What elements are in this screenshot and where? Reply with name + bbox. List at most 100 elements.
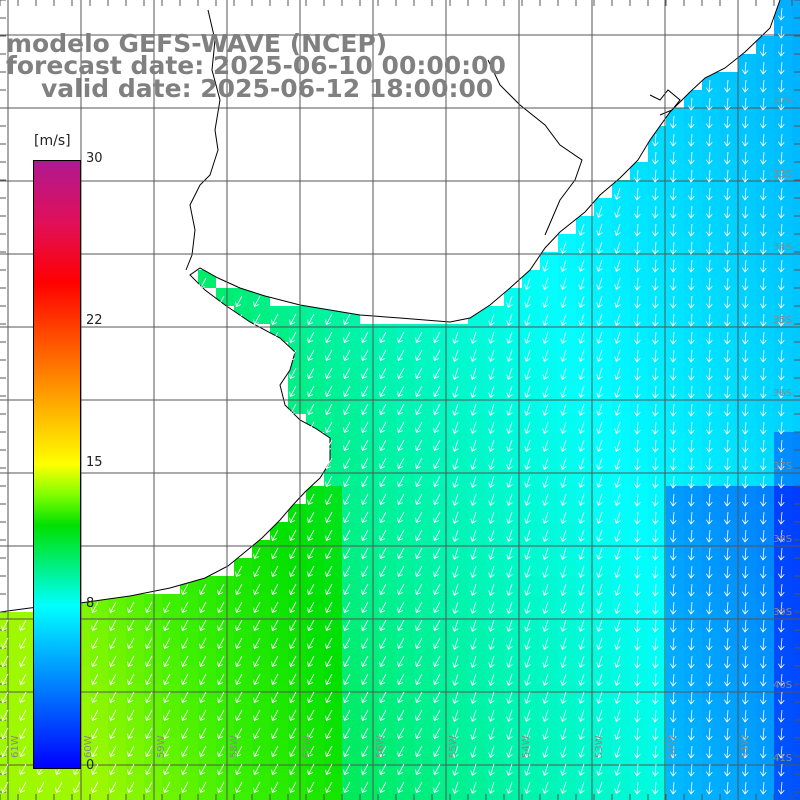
wind-speed-cell (612, 630, 630, 648)
wind-speed-cell (684, 234, 702, 252)
wind-speed-cell (504, 378, 522, 396)
wind-speed-cell (252, 720, 270, 738)
wind-arrow (633, 241, 641, 255)
wind-arrow (307, 637, 315, 650)
wind-arrow (343, 475, 351, 488)
wind-arrow (470, 403, 477, 417)
wind-speed-cell (612, 342, 630, 360)
wind-arrow (452, 403, 459, 417)
wind-speed-cell (666, 414, 684, 432)
wind-arrow (560, 421, 567, 435)
wind-arrow (343, 331, 351, 344)
wind-speed-cell (738, 792, 756, 800)
wind-speed-cell (666, 684, 684, 702)
wind-speed-cell (432, 792, 450, 800)
wind-speed-cell (378, 666, 396, 684)
wind-arrow (524, 439, 531, 453)
wind-speed-cell (360, 540, 378, 558)
wind-arrow (777, 25, 785, 39)
wind-arrow (91, 727, 99, 740)
wind-arrow (759, 259, 767, 273)
wind-speed-cell (792, 396, 800, 414)
wind-arrow (578, 709, 585, 723)
wind-speed-cell (738, 594, 756, 612)
wind-arrow (506, 457, 513, 471)
wind-arrow (777, 421, 785, 435)
wind-speed-cell (720, 198, 738, 216)
wind-speed-cell (432, 522, 450, 540)
wind-speed-cell (792, 270, 800, 288)
wind-arrow (741, 763, 749, 777)
wind-arrow (343, 745, 351, 758)
wind-speed-cell (450, 684, 468, 702)
wind-arrow (127, 601, 135, 614)
wind-speed-cell (792, 774, 800, 792)
wind-arrow (488, 745, 495, 759)
wind-speed-cell (234, 684, 252, 702)
wind-arrow (19, 763, 27, 776)
wind-speed-cell (378, 792, 396, 800)
wind-speed-cell (378, 486, 396, 504)
wind-speed-cell (432, 432, 450, 450)
wind-speed-cell (792, 648, 800, 666)
wind-arrow (163, 619, 171, 632)
wind-arrow (397, 619, 405, 632)
wind-speed-cell (774, 126, 792, 144)
wind-arrow (777, 277, 785, 291)
wind-speed-cell (540, 414, 558, 432)
wind-speed-cell (504, 504, 522, 522)
wind-speed-cell (756, 432, 774, 450)
wind-speed-cell (90, 648, 108, 666)
wind-arrow (777, 709, 785, 723)
wind-arrow (361, 475, 369, 488)
wind-arrow (163, 601, 171, 614)
wind-arrow (651, 349, 659, 363)
wind-speed-cell (342, 792, 360, 800)
wind-arrow (343, 655, 351, 668)
wind-speed-cell (306, 540, 324, 558)
wind-arrow (723, 331, 731, 345)
wind-arrow (235, 781, 243, 794)
wind-arrow (397, 601, 405, 614)
wind-speed-cell (612, 414, 630, 432)
wind-speed-cell (558, 648, 576, 666)
wind-speed-cell (486, 702, 504, 720)
wind-arrow (687, 457, 695, 471)
wind-arrow (777, 97, 785, 111)
wind-arrow (651, 601, 659, 615)
wind-speed-cell (126, 738, 144, 756)
wind-arrow (596, 529, 603, 543)
wind-speed-cell (756, 198, 774, 216)
wind-arrow (560, 403, 567, 417)
wind-speed-cell (756, 306, 774, 324)
wind-arrow (759, 295, 767, 309)
wind-arrow (289, 727, 297, 740)
wind-speed-cell (612, 684, 630, 702)
wind-arrow (271, 619, 279, 632)
wind-speed-cell (504, 630, 522, 648)
wind-arrow (271, 331, 279, 344)
wind-arrow (433, 727, 441, 740)
lat-label: 40S (773, 680, 792, 691)
wind-arrow (614, 403, 621, 417)
wind-speed-cell (630, 504, 648, 522)
wind-arrow (199, 709, 207, 722)
wind-arrow (217, 655, 225, 668)
wind-speed-cell (612, 216, 630, 234)
wind-arrow (687, 403, 695, 417)
wind-speed-cell (342, 684, 360, 702)
wind-arrow (235, 763, 243, 776)
wind-arrow (705, 97, 713, 111)
wind-speed-cell (342, 324, 360, 342)
wind-arrow (614, 637, 621, 651)
wind-speed-cell (234, 666, 252, 684)
wind-speed-cell (630, 594, 648, 612)
wind-speed-cell (594, 252, 612, 270)
wind-arrow (307, 313, 315, 326)
wind-arrow (163, 781, 171, 794)
wind-arrow (705, 295, 713, 309)
wind-arrow (687, 115, 695, 129)
wind-speed-cell (594, 288, 612, 306)
wind-speed-cell (612, 270, 630, 288)
wind-speed-cell (360, 648, 378, 666)
